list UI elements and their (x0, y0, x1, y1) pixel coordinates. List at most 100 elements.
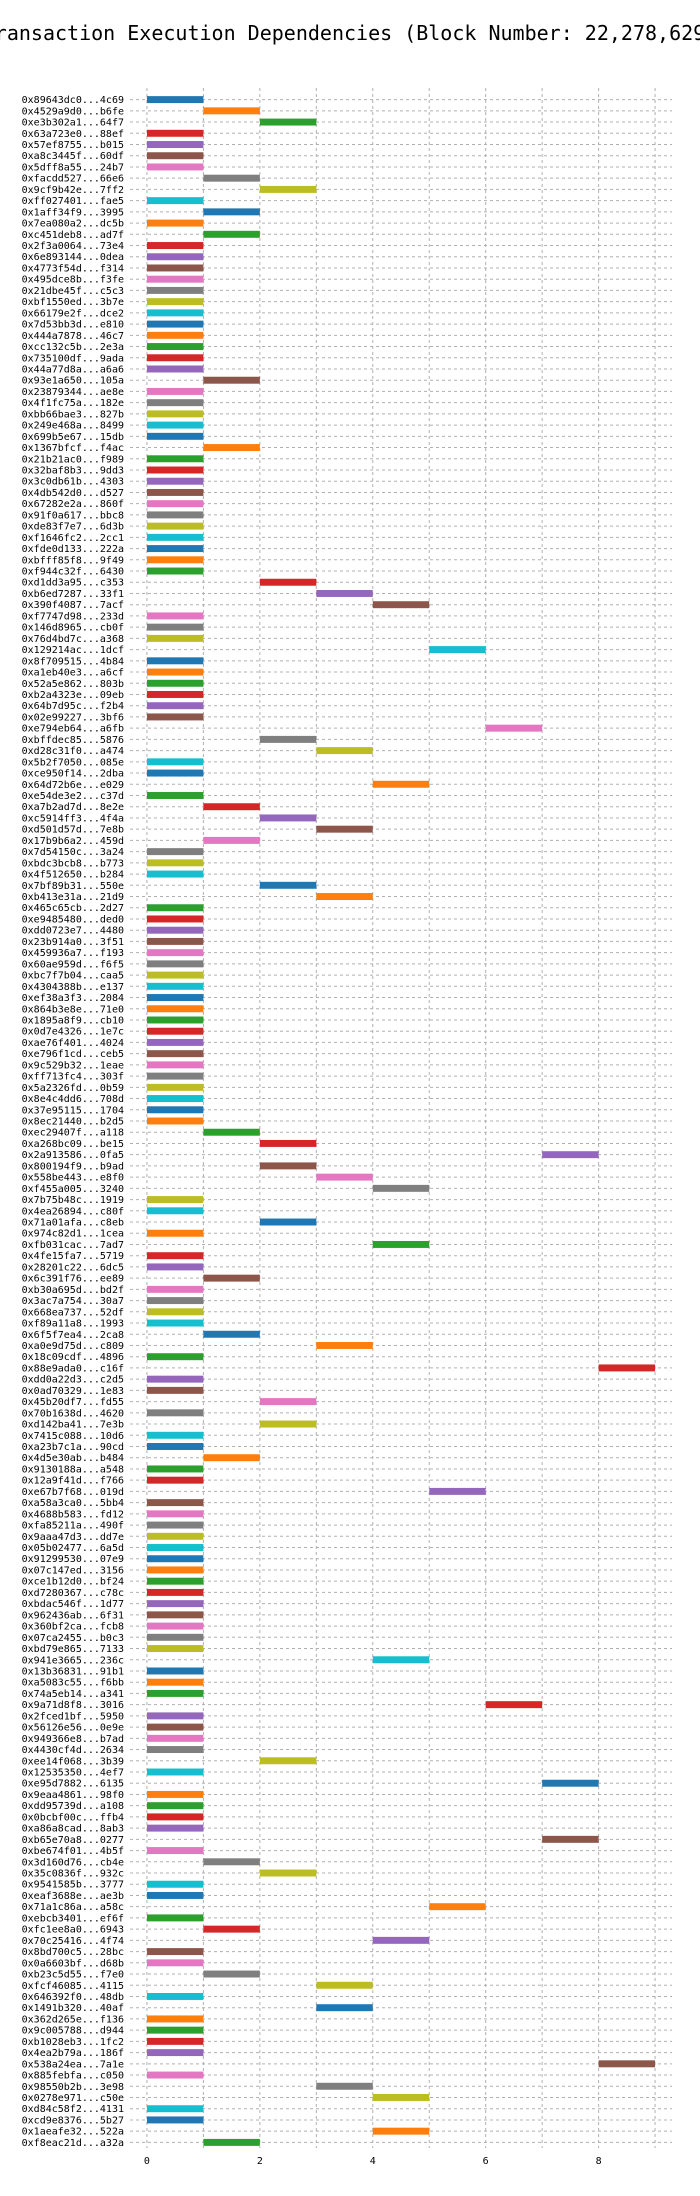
y-tick-label: 0x465c65cb...2d27 (22, 903, 124, 914)
y-tick-label: 0x864b3e8e...71e0 (22, 1004, 124, 1015)
y-tick-label: 0x9eaa4861...98f0 (22, 1790, 124, 1801)
y-tick-label: 0x4f512650...b284 (22, 870, 124, 881)
y-tick-label: 0x07c147ed...3156 (22, 1565, 124, 1576)
transaction-bar (146, 320, 204, 328)
transaction-bar (429, 646, 486, 654)
transaction-bar (146, 1061, 204, 1069)
y-tick-label: 0xa86a8cad...8ab3 (22, 1824, 124, 1835)
y-tick-label: 0xfa85211a...490f (22, 1521, 124, 1532)
transaction-bar (146, 1252, 204, 1260)
transaction-bar (146, 691, 204, 698)
transaction-bar (146, 331, 204, 339)
y-tick-label: 0x71a01afa...c8eb (22, 1218, 124, 1229)
transaction-bar (146, 365, 204, 373)
y-tick-label: 0x146d8965...cb0f (22, 623, 124, 634)
y-tick-label: 0x6c391f76...ee89 (22, 1274, 124, 1285)
x-tick-label: 8 (596, 2156, 602, 2167)
y-tick-label: 0x93e1a650...105a (22, 376, 124, 387)
y-tick-label: 0x32baf8b3...9dd3 (22, 466, 124, 477)
transaction-bar (146, 242, 204, 250)
transaction-bar (146, 1386, 204, 1394)
y-tick-label: 0xd84c58f2...4131 (22, 2104, 124, 2115)
y-tick-label: 0xbf1550ed...3b7e (22, 297, 124, 308)
transaction-bar (203, 1128, 260, 1136)
transaction-bar (146, 668, 204, 676)
transaction-bar (146, 275, 204, 283)
transaction-bar (146, 1072, 204, 1080)
transaction-bar (146, 1095, 204, 1103)
transaction-bar (146, 1678, 204, 1686)
y-tick-label: 0xae76f401...4024 (22, 1038, 124, 1049)
y-tick-label: 0x9aaa47d3...dd7e (22, 1532, 124, 1543)
y-tick-label: 0x0a6603bf...d68b (22, 1958, 124, 1969)
transaction-bar (146, 1263, 204, 1271)
transaction-bar (146, 298, 204, 306)
y-tick-label: 0xb23c5d55...f7e0 (22, 1970, 124, 1981)
transaction-bar (203, 803, 260, 811)
transaction-bar (146, 1409, 204, 1417)
y-tick-label: 0x7415c088...10d6 (22, 1431, 124, 1442)
transaction-bar (146, 1566, 204, 1574)
transaction-bar (146, 1038, 204, 1046)
transaction-bar (146, 1207, 204, 1215)
y-tick-label: 0xbe674f01...4b5f (22, 1846, 124, 1857)
transaction-bar (146, 1353, 204, 1361)
y-tick-label: 0x64d72b6e...e029 (22, 780, 124, 791)
y-tick-label: 0xff713fc4...303f (22, 1072, 124, 1083)
x-tick-label: 0 (144, 2156, 150, 2167)
y-tick-label: 0xc451deb8...ad7f (22, 230, 124, 241)
y-tick-label: 0xe54de3e2...c37d (22, 791, 124, 802)
transaction-bar (146, 702, 204, 710)
y-tick-label: 0x1491b320...40af (22, 2003, 124, 2014)
y-tick-label: 0x538a24ea...7a1e (22, 2059, 124, 2070)
y-tick-label: 0x89643dc0...4c69 (22, 95, 124, 106)
transaction-bar (146, 1196, 204, 1204)
transaction-bar (146, 1016, 204, 1024)
transaction-bar (372, 2094, 430, 2101)
transaction-bar (146, 1914, 204, 1922)
y-tick-label: 0x360bf2ca...fcb8 (22, 1622, 124, 1633)
y-tick-label: 0xd142ba41...7e3b (22, 1420, 124, 1431)
y-tick-label: 0x35c0836f...932c (22, 1869, 124, 1880)
y-tick-label: 0x3ac7a754...30a7 (22, 1296, 124, 1307)
transaction-bar (146, 511, 204, 519)
transaction-bar (146, 1027, 204, 1035)
y-tick-label: 0x18c09cdf...4896 (22, 1352, 124, 1363)
y-tick-label: 0xe95d7882...6135 (22, 1779, 124, 1790)
y-tick-label: 0xfde0d133...222a (22, 544, 124, 555)
transaction-bar (146, 286, 204, 294)
y-tick-label: 0x17b9b6a2...459d (22, 836, 124, 847)
transaction-bar (259, 1757, 317, 1765)
y-tick-label: 0xde83f7e7...6d3b (22, 522, 124, 533)
y-tick-label: 0xe3b302a1...64f7 (22, 118, 124, 129)
transaction-bar (146, 657, 204, 665)
y-tick-label: 0x9130188a...a548 (22, 1464, 124, 1475)
y-tick-label: 0x56126e56...0e9e (22, 1723, 124, 1734)
transaction-bar (598, 1364, 656, 1372)
y-tick-label: 0x4773f54d...f314 (22, 263, 124, 274)
y-tick-label: 0x21dbe45f...c5c3 (22, 286, 124, 297)
transaction-bar (146, 253, 204, 261)
y-tick-label: 0xd501d57d...7e8b (22, 825, 124, 836)
transaction-bar (146, 1555, 204, 1563)
y-tick-label: 0x45b20df7...fd55 (22, 1397, 124, 1408)
transaction-bar (146, 129, 204, 137)
y-tick-label: 0xce950f14...2dba (22, 769, 124, 780)
y-tick-label: 0xbdac546f...1d77 (22, 1599, 124, 1610)
y-tick-label: 0x91299530...07e9 (22, 1554, 124, 1565)
transaction-bar (203, 1970, 260, 1978)
transaction-bar (542, 1835, 599, 1843)
y-tick-label: 0x699b5e67...15db (22, 432, 124, 443)
y-tick-label: 0x8ec21440...b2d5 (22, 1117, 124, 1128)
y-tick-label: 0x0d7e4326...1e7c (22, 1027, 124, 1038)
y-tick-label: 0x8e4c4dd6...708d (22, 1094, 124, 1105)
transaction-bar (146, 1465, 204, 1473)
chart-title: Transaction Execution Dependencies (Bloc… (0, 21, 700, 45)
y-tick-label: 0xebcb3401...ef6f (22, 1913, 124, 1924)
y-tick-label: 0x4ea26894...c80f (22, 1206, 124, 1217)
transaction-bar (146, 399, 204, 407)
x-tick-label: 6 (483, 2156, 489, 2167)
y-tick-label: 0x74a5eb14...a341 (22, 1689, 124, 1700)
y-tick-label: 0x2a913586...0fa5 (22, 1150, 124, 1161)
